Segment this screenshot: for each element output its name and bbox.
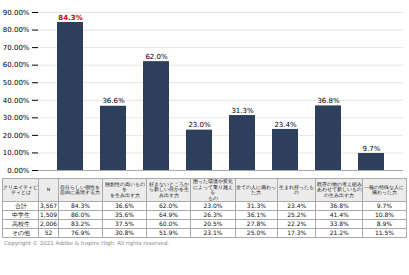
html-text:高校生: 高校生: [11, 220, 30, 228]
html-text:83.2%: 83.2%: [70, 220, 90, 228]
html-text:既存の物の考え組み あわせて新しいもの の生み出す力: 既存の物の考え組み あわせて新しいもの の生み出す力: [316, 181, 362, 198]
html-text:全ての人に備わっ た力: 全ての人に備わっ た力: [236, 184, 277, 196]
html-text:22.2%: 22.2%: [287, 220, 307, 228]
svg-text:90.00%: 90.00%: [3, 9, 30, 17]
html-text:52: 52: [44, 229, 53, 237]
svg-text:9.7%: 9.7%: [363, 145, 381, 153]
html-text:64.9%: 64.9%: [159, 211, 179, 219]
html-text:41.4%: 41.4%: [329, 211, 349, 219]
html-text:60.0%: 60.0%: [159, 220, 179, 228]
svg-text:30.00%: 30.00%: [3, 114, 30, 122]
html-text:その他: その他: [11, 229, 30, 237]
svg-text:40.00%: 40.00%: [3, 97, 30, 105]
html-text:25.2%: 25.2%: [287, 211, 307, 219]
html-text:11.5%: 11.5%: [374, 229, 394, 237]
html-text:23.4%: 23.4%: [287, 202, 307, 210]
html-text:クリエイティビ ティとは: クリエイティビ ティとは: [3, 184, 39, 196]
html-text:35.6%: 35.6%: [115, 211, 134, 219]
html-text:中学生: 中学生: [11, 211, 30, 219]
svg-text:31.3%: 31.3%: [231, 107, 254, 115]
svg-text:36.8%: 36.8%: [317, 97, 340, 105]
html-text:8.9%: 8.9%: [376, 220, 393, 228]
html-text:21.2%: 21.2%: [329, 229, 349, 237]
html-text:合計: 合計: [14, 202, 27, 210]
html-text:33.8%: 33.8%: [329, 220, 349, 228]
svg-text:20.00%: 20.00%: [3, 132, 30, 140]
html-text:31.3%: 31.3%: [246, 202, 266, 210]
html-text:2,006: 2,006: [40, 220, 58, 228]
svg-text:70.00%: 70.00%: [3, 44, 30, 52]
html-text:20.5%: 20.5%: [203, 220, 223, 228]
svg-text:23.0%: 23.0%: [188, 121, 211, 129]
html-text:36.8%: 36.8%: [329, 202, 349, 210]
svg-text:23.4%: 23.4%: [274, 121, 297, 129]
html-text:36.6%: 36.6%: [115, 202, 134, 210]
html-text:N: N: [46, 187, 51, 193]
html-text:好きないところか ら新しい何かを生 み出す力: 好きないところか ら新しい何かを生 み出す力: [148, 181, 189, 198]
html-text:62.0%: 62.0%: [159, 202, 179, 210]
html-text:27.8%: 27.8%: [246, 220, 266, 228]
svg-text:80.00%: 80.00%: [3, 26, 30, 34]
html-text:30.8%: 30.8%: [115, 229, 134, 237]
svg-text:60.00%: 60.00%: [3, 61, 30, 69]
html-text:23.0%: 23.0%: [203, 202, 223, 210]
html-text:生まれ持ったもの: 生まれ持ったもの: [279, 184, 315, 196]
svg-text:10.00%: 10.00%: [3, 149, 30, 157]
html-text:9.7%: 9.7%: [376, 202, 393, 210]
html-text:84.3%: 84.3%: [70, 202, 90, 210]
svg-text:84.3%: 84.3%: [58, 14, 82, 22]
html-text:51.9%: 51.9%: [159, 229, 179, 237]
svg-text:36.6%: 36.6%: [102, 97, 125, 105]
html-text:26.3%: 26.3%: [203, 211, 223, 219]
html-text:自分らしい個性を 自由に表現する力: 自分らしい個性を 自由に表現する力: [60, 184, 101, 196]
html-text:3,567: 3,567: [40, 202, 58, 210]
svg-text:0.00%: 0.00%: [7, 167, 30, 175]
html-text:Copyright © 2021 Adobe & Inspi: Copyright © 2021 Adobe & Inspire High. A…: [4, 240, 170, 247]
html-text:23.1%: 23.1%: [203, 229, 223, 237]
html-text:10.8%: 10.8%: [374, 211, 394, 219]
html-text:37.5%: 37.5%: [115, 220, 134, 228]
svg-text:50.00%: 50.00%: [3, 79, 30, 87]
html-text:独創性の高いものを を生み出す力: 独創性の高いものを を生み出す力: [104, 181, 145, 198]
html-text:36.1%: 36.1%: [246, 211, 266, 219]
html-text:1,509: 1,509: [40, 211, 58, 219]
html-text:困った環境や変化 によって乗り越える もの: 困った環境や変化 によって乗り越える もの: [193, 179, 233, 201]
html-text:76.9%: 76.9%: [70, 229, 90, 237]
svg-text:62.0%: 62.0%: [145, 53, 168, 61]
html-text:17.3%: 17.3%: [287, 229, 307, 237]
html-text:86.0%: 86.0%: [70, 211, 90, 219]
html-text:25.0%: 25.0%: [246, 229, 266, 237]
html-text:一種の特殊な人に 備わった力: 一種の特殊な人に 備わった力: [364, 184, 405, 196]
